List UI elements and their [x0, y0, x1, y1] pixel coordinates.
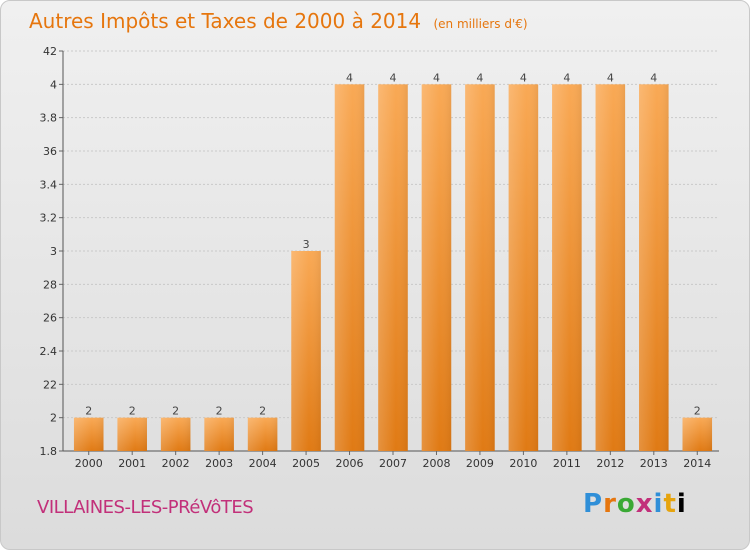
bar-shade [552, 84, 582, 451]
x-tick-label: 2014 [683, 457, 711, 470]
bar-shade [204, 417, 234, 451]
data-label: 3 [303, 238, 310, 251]
data-label: 4 [346, 71, 353, 84]
y-tick-label: 3.8 [40, 112, 58, 125]
y-tick-label: 26 [43, 312, 57, 325]
x-tick-label: 2005 [292, 457, 320, 470]
chart-title: Autres Impôts et Taxes de 2000 à 2014 (e… [29, 9, 528, 37]
bar-shade [334, 84, 365, 451]
y-tick-label: 1.8 [40, 445, 58, 458]
bar-shade [639, 84, 669, 451]
logo-letter: t [663, 489, 677, 519]
y-tick-label: 3.4 [40, 178, 58, 191]
y-tick-label: 3 [50, 245, 57, 258]
x-tick-label: 2010 [509, 457, 537, 470]
x-tick-label: 2012 [596, 457, 624, 470]
chart-unit: (en milliers d'€) [433, 17, 528, 31]
y-tick-label: 36 [43, 145, 57, 158]
logo-letter: r [603, 489, 617, 519]
x-tick-label: 2002 [162, 457, 190, 470]
x-tick-label: 2001 [118, 457, 146, 470]
bar-shade [378, 84, 408, 451]
logo-letter: P [583, 489, 604, 519]
bar-shade [160, 417, 191, 451]
bar-shade [421, 84, 452, 451]
data-label: 2 [172, 405, 179, 418]
y-tick-label: 28 [43, 278, 57, 291]
data-label: 4 [520, 71, 527, 84]
logo-letter: o [616, 489, 636, 519]
x-tick-label: 2011 [553, 457, 581, 470]
logo-letter: i [653, 489, 664, 519]
y-tick-label: 22 [43, 378, 57, 391]
x-tick-label: 2003 [205, 457, 233, 470]
x-tick-label: 2008 [422, 457, 450, 470]
x-tick-label: 2006 [336, 457, 364, 470]
bar-shade [291, 251, 321, 451]
bar-shade [508, 84, 539, 451]
data-label: 2 [85, 405, 92, 418]
y-tick-label: 42 [43, 45, 57, 58]
logo-letter: x [635, 489, 654, 519]
y-tick-label: 4 [50, 78, 57, 91]
x-tick-label: 2013 [640, 457, 668, 470]
y-tick-label: 2 [50, 412, 57, 425]
logo-letter: i [676, 489, 687, 519]
data-label: 4 [563, 71, 570, 84]
data-label: 2 [129, 405, 136, 418]
proxiti-logo: Proxiti [583, 489, 687, 519]
commune-name: VILLAINES-LES-PRéVôTES [37, 497, 254, 518]
data-label: 2 [259, 405, 266, 418]
data-label: 4 [607, 71, 614, 84]
x-tick-label: 2000 [75, 457, 103, 470]
chart-title-text: Autres Impôts et Taxes de 2000 à 2014 [29, 9, 422, 33]
data-label: 2 [694, 405, 701, 418]
bar-shade [117, 417, 147, 451]
y-tick-label: 2.4 [40, 345, 58, 358]
data-label: 4 [650, 71, 657, 84]
data-label: 4 [390, 71, 397, 84]
x-tick-label: 2007 [379, 457, 407, 470]
bar-shade [465, 84, 495, 451]
data-label: 4 [433, 71, 440, 84]
data-label: 2 [216, 405, 223, 418]
bar-shade [73, 417, 104, 451]
bar-shade [595, 84, 626, 451]
y-tick-label: 3.2 [40, 212, 58, 225]
bar-shade [247, 417, 278, 451]
x-tick-label: 2009 [466, 457, 494, 470]
x-tick-label: 2004 [249, 457, 277, 470]
data-label: 4 [476, 71, 483, 84]
bar-shade [682, 417, 713, 451]
